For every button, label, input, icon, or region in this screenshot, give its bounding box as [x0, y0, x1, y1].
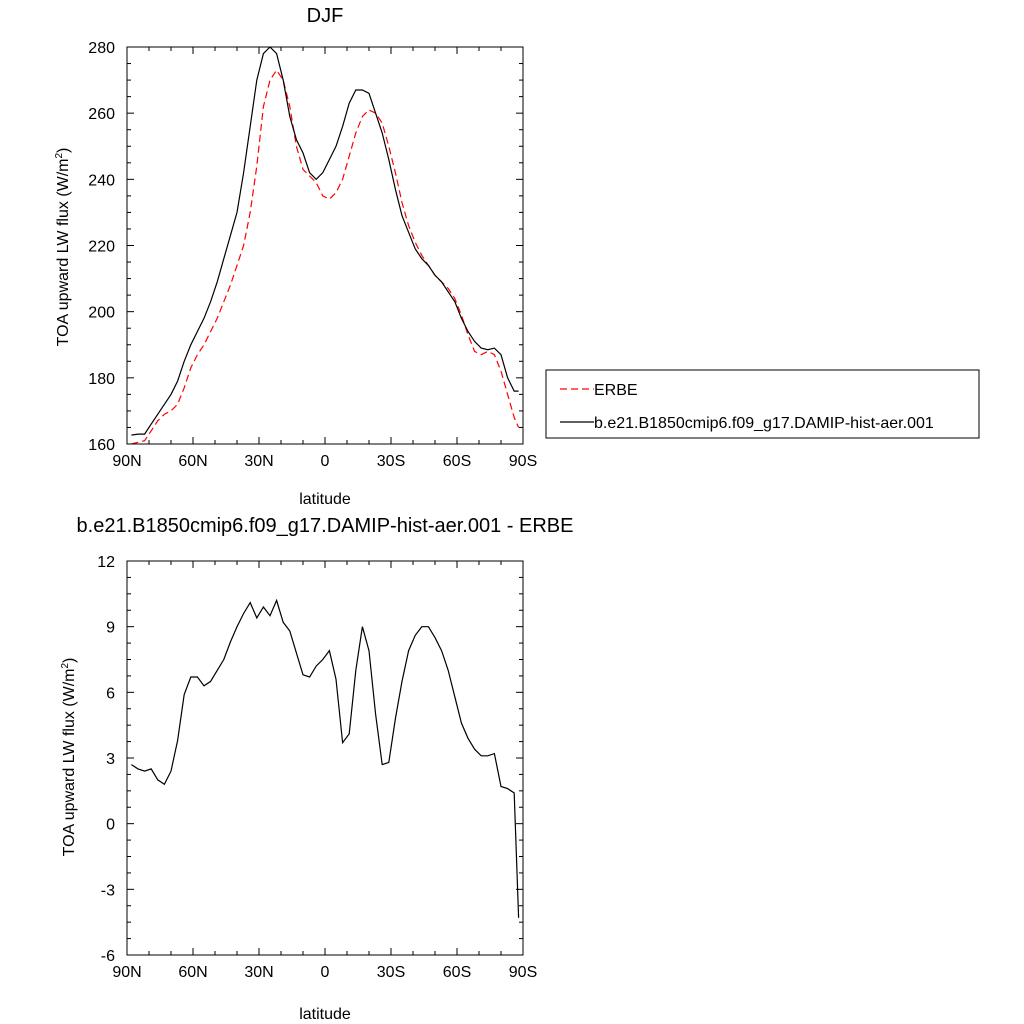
- top-x-tick-label: 90N: [112, 453, 141, 470]
- top-series-line-1: [131, 47, 519, 436]
- bottom-x-tick-label: 90N: [112, 964, 141, 981]
- bottom-x-tick-label: 90S: [509, 964, 537, 981]
- bottom-chart: b.e21.B1850cmip6.f09_g17.DAMIP-hist-aer.…: [60, 515, 573, 1023]
- bottom-series-line-0: [131, 598, 520, 918]
- top-y-tick-label: 160: [88, 437, 115, 454]
- top-plot-area: 90N 60N 30N 0 30S 60S 90S 160 180 200 220 240 260 280: [88, 40, 537, 470]
- bottom-y-tick-label: 6: [106, 685, 115, 702]
- bottom-y-tick-label: -3: [101, 882, 115, 899]
- top-y-tick-label: 280: [88, 40, 115, 57]
- top-series-line-0: [131, 69, 520, 444]
- top-x-tick-label: 90S: [509, 453, 537, 470]
- bottom-y-tick-label: 9: [106, 620, 115, 637]
- bottom-y-axis-title: TOA upward LW flux (W/m2): [60, 658, 78, 857]
- bottom-y-tick-label: 3: [106, 751, 115, 768]
- top-y-tick-label: 180: [88, 371, 115, 388]
- bottom-chart-title: b.e21.B1850cmip6.f09_g17.DAMIP-hist-aer.…: [77, 515, 574, 537]
- bottom-y-tick-label: 0: [106, 817, 115, 834]
- bottom-x-axis-title: latitude: [299, 1006, 351, 1023]
- top-x-tick-label: 60S: [443, 453, 471, 470]
- bottom-x-tick-label: 30N: [244, 964, 273, 981]
- bottom-x-tick-label: 60S: [443, 964, 471, 981]
- top-y-tick-label: 240: [88, 172, 115, 189]
- legend-label-model: b.e21.B1850cmip6.f09_g17.DAMIP-hist-aer.…: [594, 415, 934, 432]
- top-y-tick-label: 260: [88, 106, 115, 123]
- top-x-tick-label: 0: [321, 453, 330, 470]
- bottom-y-tick-label: 12: [97, 554, 115, 571]
- bottom-x-tick-label: 30S: [377, 964, 405, 981]
- bottom-x-tick-label: 0: [321, 964, 330, 981]
- legend-label-erbe: ERBE: [594, 382, 638, 399]
- top-x-tick-label: 60N: [178, 453, 207, 470]
- top-plot-frame: [126, 46, 524, 445]
- top-y-tick-label: 220: [88, 239, 115, 256]
- legend: ERBE b.e21.B1850cmip6.f09_g17.DAMIP-hist…: [545, 369, 980, 439]
- top-y-tick-label: 200: [88, 305, 115, 322]
- top-chart: DJF 90N 60N 30N 0 30S 60S 90S 160 180 200 220 240 26…: [54, 5, 980, 508]
- top-x-axis-title: latitude: [299, 491, 351, 508]
- legend-box: [545, 369, 980, 439]
- bottom-x-tick-label: 60N: [178, 964, 207, 981]
- top-chart-title: DJF: [307, 5, 344, 27]
- top-x-tick-label: 30S: [377, 453, 405, 470]
- bottom-y-tick-label: -6: [101, 948, 115, 965]
- top-y-axis-title: TOA upward LW flux (W/m2): [54, 148, 72, 347]
- bottom-plot-frame: [126, 560, 524, 956]
- bottom-plot-area: 90N 60N 30N 0 30S 60S 90S -6 -3 0 3 6 9 12: [97, 554, 537, 981]
- top-x-tick-label: 30N: [244, 453, 273, 470]
